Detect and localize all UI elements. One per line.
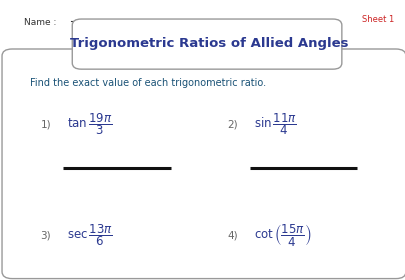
Text: $\sec\dfrac{13\pi}{6}$: $\sec\dfrac{13\pi}{6}$ <box>67 222 113 248</box>
Text: 3): 3) <box>40 230 51 240</box>
FancyBboxPatch shape <box>2 49 405 279</box>
Text: 1): 1) <box>40 120 51 130</box>
Text: 4): 4) <box>227 230 237 240</box>
Text: 2): 2) <box>227 120 237 130</box>
Text: Sheet 1: Sheet 1 <box>361 15 393 24</box>
Text: Find the exact value of each trigonometric ratio.: Find the exact value of each trigonometr… <box>30 78 266 88</box>
FancyBboxPatch shape <box>72 19 341 69</box>
Text: $\tan\dfrac{19\pi}{3}$: $\tan\dfrac{19\pi}{3}$ <box>67 112 112 137</box>
Text: Name :: Name : <box>24 18 57 27</box>
Text: $\sin\dfrac{11\pi}{4}$: $\sin\dfrac{11\pi}{4}$ <box>253 112 296 137</box>
Text: $\cot\left(\dfrac{15\pi}{4}\right)$: $\cot\left(\dfrac{15\pi}{4}\right)$ <box>253 222 311 248</box>
Text: Trigonometric Ratios of Allied Angles: Trigonometric Ratios of Allied Angles <box>70 38 347 50</box>
